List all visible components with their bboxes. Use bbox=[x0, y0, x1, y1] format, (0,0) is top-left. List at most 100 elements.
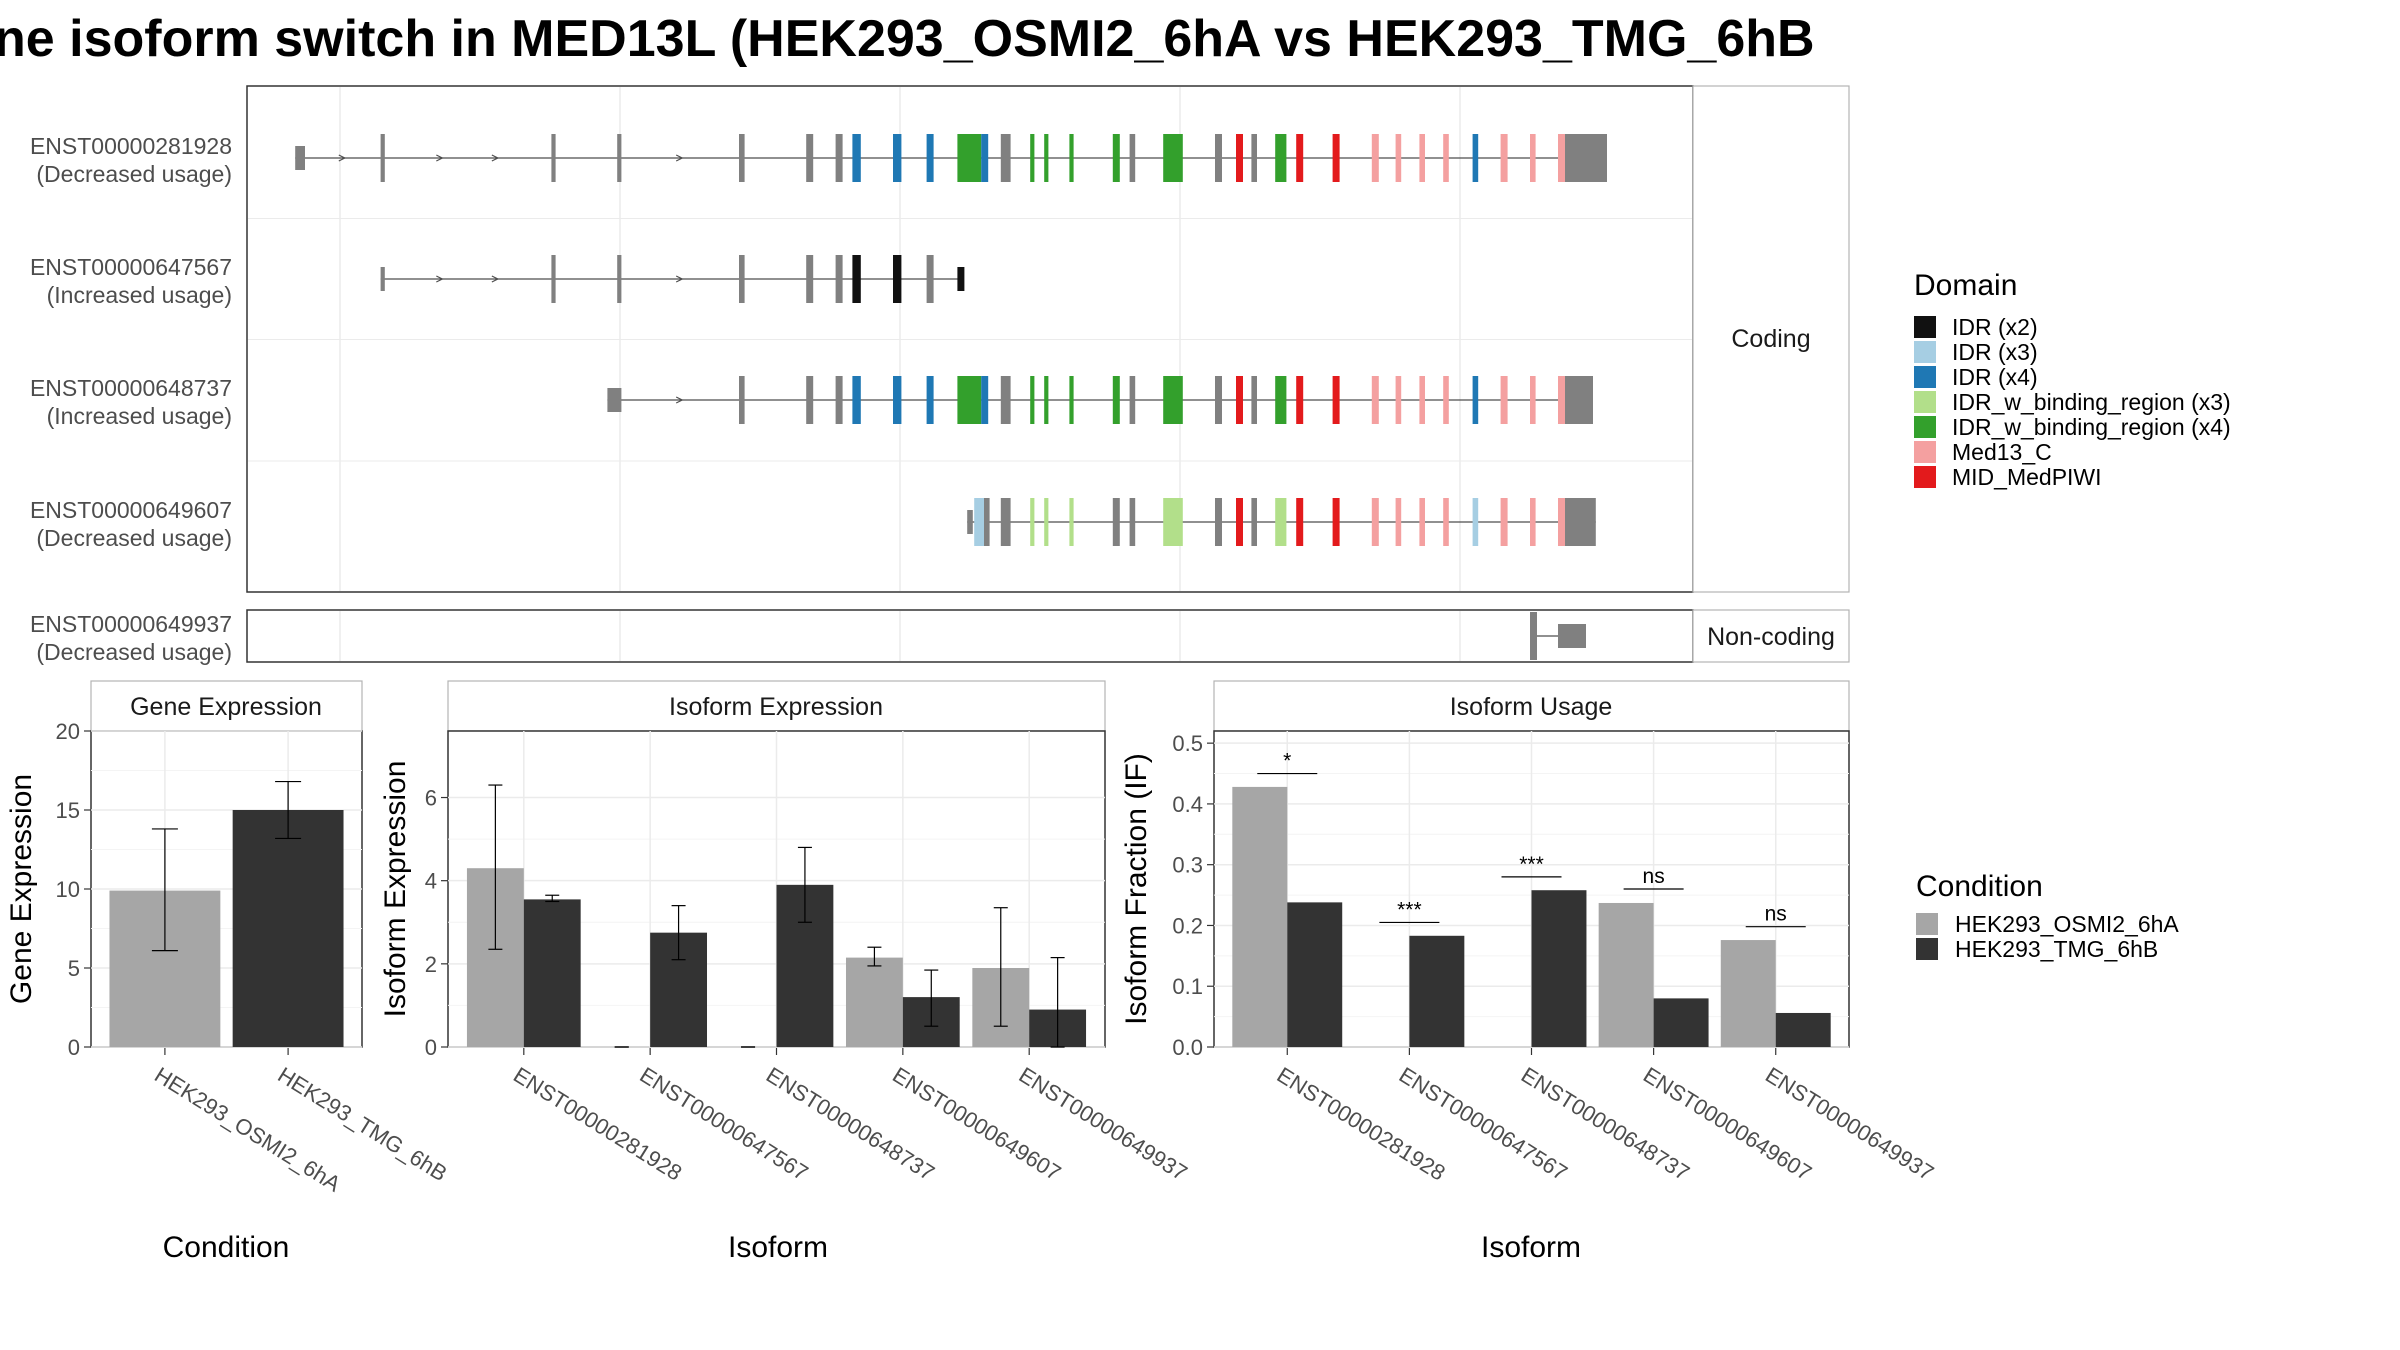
isoform-usage-strip bbox=[1213, 680, 1850, 732]
isoform-expression-strip-label: Isoform Expression bbox=[669, 693, 883, 721]
exon-block bbox=[295, 146, 305, 170]
gene-expression-y-tick-label: 0 bbox=[68, 1035, 80, 1060]
domain-exon-block bbox=[1395, 134, 1402, 182]
domain-exon-block bbox=[1069, 376, 1074, 424]
domain-exon-block bbox=[1030, 498, 1035, 546]
exon-block bbox=[1215, 376, 1222, 424]
domain-exon-block bbox=[1419, 134, 1425, 182]
gene-expression-y-tick-label: 5 bbox=[68, 956, 80, 981]
domain-exon-block bbox=[1112, 134, 1120, 182]
domain-exon-block bbox=[852, 255, 861, 303]
exon-block bbox=[984, 498, 990, 546]
domain-exon-block bbox=[893, 255, 902, 303]
significance-label: *** bbox=[1519, 853, 1544, 876]
domain-exon-block bbox=[1395, 498, 1402, 546]
transcript-usage-label: (Increased usage) bbox=[47, 403, 232, 429]
domain-exon-block bbox=[1044, 134, 1049, 182]
domain-exon-block bbox=[1419, 376, 1425, 424]
domain-exon-block bbox=[1030, 376, 1035, 424]
domain-exon-block bbox=[1500, 376, 1508, 424]
isoform-expression-bar bbox=[523, 899, 581, 1047]
domain-legend: Domain IDR (x2)IDR (x3)IDR (x4)IDR_w_bin… bbox=[1914, 269, 2231, 490]
exon-block bbox=[739, 255, 745, 303]
isoform-usage-bar bbox=[1287, 902, 1343, 1047]
significance-label: ns bbox=[1643, 865, 1665, 888]
gene-expression-y-ticks: 0 5 10 15 20 bbox=[56, 719, 91, 1060]
isoform-usage-y-tick-label: 0.4 bbox=[1172, 792, 1203, 817]
domain-exon-block bbox=[1558, 498, 1565, 546]
domain-exon-block bbox=[957, 267, 965, 291]
exon-block bbox=[1565, 376, 1593, 424]
isoform-expression-bar bbox=[845, 957, 903, 1047]
domain-exon-block bbox=[1236, 376, 1243, 424]
isoform-expression-x-ticks: ENST00000281928ENST00000647567ENST000006… bbox=[509, 1048, 1192, 1186]
noncoding-strip-label: Non-coding bbox=[1707, 623, 1835, 651]
isoform-expression-x-axis-label: Isoform bbox=[728, 1231, 828, 1264]
exon-block bbox=[551, 255, 556, 303]
isoform-expression-y-tick-label: 2 bbox=[425, 952, 437, 977]
transcript-id-label: ENST00000649607 bbox=[30, 497, 232, 523]
domain-exon-block bbox=[1443, 498, 1449, 546]
domain-exon-block bbox=[1500, 498, 1508, 546]
domain-exon-block bbox=[974, 498, 984, 546]
domain-exon-block bbox=[1236, 498, 1243, 546]
domain-exon-block bbox=[1472, 134, 1479, 182]
significance-label: * bbox=[1283, 750, 1291, 773]
domain-legend-items: IDR (x2)IDR (x3)IDR (x4)IDR_w_binding_re… bbox=[1914, 314, 2231, 490]
exon-block bbox=[1215, 498, 1222, 546]
isoform-usage-bar bbox=[1653, 998, 1709, 1047]
direction-arrow bbox=[436, 154, 444, 162]
exon-block bbox=[1112, 498, 1120, 546]
domain-exon-block bbox=[1558, 134, 1565, 182]
domain-exon-block bbox=[1163, 134, 1183, 182]
domain-legend-swatch bbox=[1914, 441, 1936, 463]
exon-block bbox=[1000, 498, 1011, 546]
domain-legend-label: IDR (x4) bbox=[1952, 364, 2038, 390]
isoform-usage-x-axis-label: Isoform bbox=[1481, 1231, 1581, 1264]
exon-block bbox=[739, 134, 745, 182]
gene-expression-strip bbox=[90, 680, 363, 732]
exon-block bbox=[380, 267, 385, 291]
isoform-expression-bars bbox=[466, 784, 1087, 1048]
transcript-labels: ENST00000281928(Decreased usage)ENST0000… bbox=[30, 133, 232, 665]
exon-block bbox=[739, 376, 745, 424]
exon-block bbox=[1251, 498, 1257, 546]
direction-arrow bbox=[675, 396, 684, 404]
isoform-usage-y-tick-label: 0.1 bbox=[1172, 974, 1203, 999]
isoform-usage-x-ticks: ENST00000281928ENST00000647567ENST000006… bbox=[1273, 1048, 1938, 1186]
domain-exon-block bbox=[957, 134, 982, 182]
exon-block bbox=[1251, 134, 1257, 182]
domain-exon-block bbox=[1500, 134, 1508, 182]
domain-legend-label: Med13_C bbox=[1952, 439, 2052, 465]
exon-block bbox=[835, 376, 843, 424]
domain-exon-block bbox=[1163, 498, 1183, 546]
isoform-expression-y-tick-label: 4 bbox=[425, 869, 437, 894]
condition-legend-swatch bbox=[1916, 938, 1938, 960]
significance-label: ns bbox=[1765, 903, 1787, 926]
domain-exon-block bbox=[1332, 498, 1340, 546]
domain-exon-block bbox=[1443, 376, 1449, 424]
isoform-usage-y-tick-label: 0.5 bbox=[1172, 731, 1203, 756]
exon-block bbox=[1251, 376, 1257, 424]
isoform-usage-bar bbox=[1531, 890, 1587, 1047]
exon-block bbox=[1129, 498, 1136, 546]
direction-arrow bbox=[338, 154, 347, 162]
domain-exon-block bbox=[1530, 376, 1536, 424]
transcript-track-ENST00000281928 bbox=[295, 134, 1607, 182]
exon-block bbox=[806, 376, 814, 424]
isoform-expression-y-tick-label: 0 bbox=[425, 1035, 437, 1060]
isoform-expression-y-ticks: 0 2 4 6 bbox=[425, 786, 448, 1060]
domain-legend-label: IDR_w_binding_region (x4) bbox=[1952, 414, 2231, 440]
domain-legend-swatch bbox=[1914, 391, 1936, 413]
transcript-usage-label: (Decreased usage) bbox=[36, 161, 232, 187]
exon-block bbox=[835, 255, 843, 303]
direction-arrow bbox=[436, 275, 444, 283]
isoform-usage-y-tick-label: 0.0 bbox=[1172, 1035, 1203, 1060]
domain-exon-block bbox=[926, 376, 934, 424]
isoform-usage-y-tick-label: 0.3 bbox=[1172, 853, 1203, 878]
gene-expression-y-tick-label: 15 bbox=[56, 798, 80, 823]
domain-legend-label: IDR_w_binding_region (x3) bbox=[1952, 389, 2231, 415]
